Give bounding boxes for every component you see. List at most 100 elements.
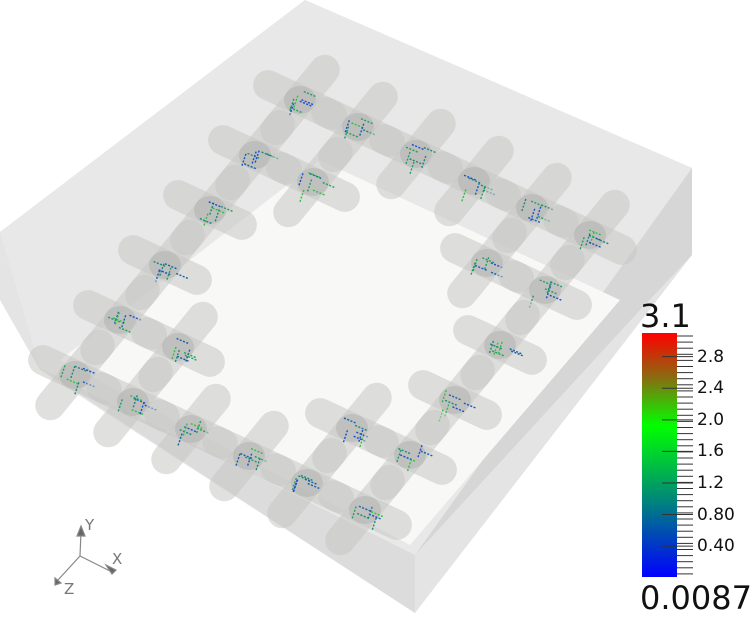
- streamline: [549, 294, 563, 301]
- streamline: [214, 209, 220, 222]
- streamline: [510, 350, 524, 357]
- streamline: [117, 399, 123, 412]
- streamline: [244, 456, 258, 463]
- streamline: [356, 512, 370, 520]
- streamline: [463, 174, 477, 181]
- streamline: [423, 146, 437, 154]
- fiber-tube: [93, 356, 173, 448]
- streamline: [441, 390, 447, 403]
- colorbar-tick-label: 0.40: [697, 536, 735, 557]
- streamline: [588, 234, 602, 241]
- streamline: [166, 267, 172, 281]
- colorbar-tick-label: 1.2: [697, 472, 725, 493]
- streamline: [470, 262, 476, 275]
- axis-label-x: X: [112, 550, 123, 568]
- streamline: [312, 189, 326, 196]
- streamline: [405, 151, 411, 165]
- tube-crossing: [233, 442, 265, 470]
- streamline: [588, 241, 602, 248]
- streamline: [185, 349, 191, 362]
- tube-crossing: [162, 333, 194, 361]
- streamline: [468, 177, 481, 184]
- streamline: [243, 163, 257, 170]
- streamline: [195, 420, 202, 434]
- streamline: [82, 367, 96, 375]
- colorbar-tick-label: 2.4: [697, 378, 725, 399]
- streamline: [246, 453, 253, 466]
- streamline: [417, 445, 423, 458]
- streamline: [345, 131, 359, 138]
- tube-crossing: [336, 414, 368, 442]
- streamline: [420, 450, 434, 457]
- streamline: [132, 395, 138, 408]
- streamline: [159, 263, 165, 277]
- streamline: [399, 454, 413, 461]
- streamline: [409, 161, 415, 175]
- streamline: [358, 505, 372, 512]
- streamline: [536, 206, 542, 220]
- streamline: [509, 348, 523, 355]
- streamline: [585, 233, 591, 246]
- tube-crossing: [400, 140, 432, 168]
- tube-crossing: [516, 194, 548, 222]
- fiber-tube: [267, 437, 347, 529]
- fiber-tube: [35, 329, 115, 421]
- streamline: [489, 343, 503, 350]
- streamline: [398, 448, 411, 455]
- streamline: [474, 264, 488, 272]
- streamline: [367, 506, 373, 520]
- streamline: [546, 281, 552, 294]
- streamline: [307, 482, 321, 490]
- streamline: [530, 200, 544, 207]
- tube-crossing: [394, 441, 426, 469]
- streamline: [289, 106, 303, 114]
- streamline: [66, 378, 79, 385]
- tube-crossing: [529, 276, 561, 304]
- tube-crossing: [471, 249, 503, 277]
- streamline: [421, 155, 427, 169]
- streamline: [589, 231, 595, 245]
- streamline: [190, 422, 204, 430]
- tube-crossing: [175, 415, 207, 443]
- streamline: [293, 479, 299, 492]
- colorbar-tick-label: 1.6: [697, 441, 725, 462]
- streamline: [368, 513, 382, 520]
- streamline: [208, 201, 222, 208]
- streamline: [342, 430, 349, 443]
- fiber-tube: [434, 135, 514, 227]
- streamline: [251, 151, 257, 164]
- streamline: [171, 346, 177, 360]
- streamline: [131, 409, 144, 416]
- streamline: [343, 126, 350, 139]
- tube-crossing: [349, 496, 381, 524]
- streamline: [250, 447, 264, 455]
- streamline: [184, 426, 197, 433]
- streamline: [113, 311, 120, 325]
- streamline: [409, 158, 422, 165]
- streamline: [371, 517, 377, 531]
- streamline: [203, 213, 209, 226]
- streamline: [107, 316, 121, 323]
- streamline: [288, 103, 295, 116]
- streamline: [209, 202, 215, 215]
- colorbar-min-label: 0.0087: [640, 579, 752, 617]
- streamline: [300, 474, 314, 482]
- streamline: [452, 406, 465, 413]
- axis-label-z: Z: [64, 580, 75, 598]
- tube-crossing: [284, 86, 316, 114]
- streamline: [359, 434, 365, 448]
- streamline: [74, 382, 80, 395]
- tube-crossing: [149, 251, 181, 279]
- streamline: [351, 122, 364, 129]
- streamline: [550, 281, 563, 288]
- streamline: [444, 399, 458, 407]
- streamline: [596, 238, 609, 245]
- streamline: [403, 455, 416, 462]
- streamline: [358, 429, 364, 443]
- streamline: [539, 279, 553, 286]
- streamline: [174, 349, 180, 363]
- streamline: [493, 342, 499, 355]
- streamline: [176, 355, 190, 362]
